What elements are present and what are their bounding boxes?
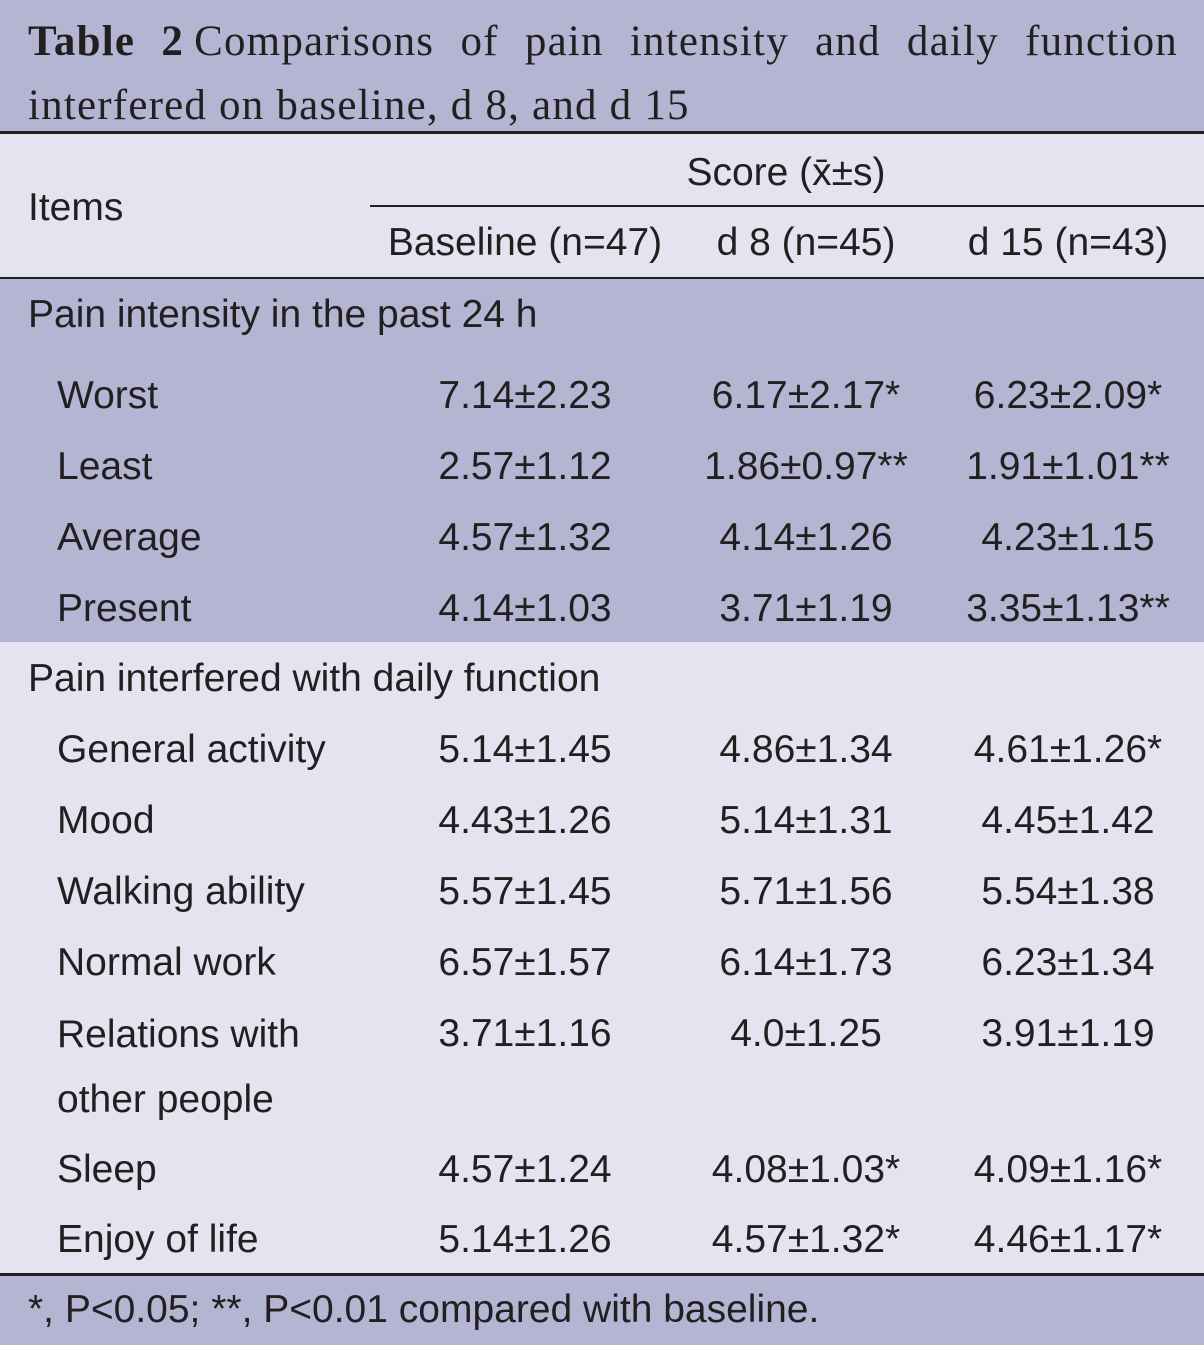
row-label: Normal work [57,941,276,984]
rule [370,205,1204,207]
cell: 4.09±1.16* [973,1148,1163,1191]
rule [0,1273,1204,1276]
row-label: Walking ability [57,870,305,913]
cell: 4.08±1.03* [711,1148,901,1191]
rule [0,131,1204,134]
cell: 7.14±2.23 [438,374,612,417]
cell: 4.45±1.42 [981,799,1155,842]
row-label: General activity [57,728,326,771]
cell: 4.43±1.26 [438,799,612,842]
row-label: Mood [57,799,155,842]
row-label: Sleep [57,1148,157,1191]
cell: 4.61±1.26* [973,728,1163,771]
cell: 4.86±1.34 [719,728,893,771]
cell: 4.0±1.25 [730,1012,882,1055]
section-header: Pain interfered with daily function [28,657,601,700]
cell: 4.57±1.32 [438,516,612,559]
cell: 3.91±1.19 [981,1012,1155,1055]
column-header: Baseline (n=47) [387,221,663,264]
footer-band [0,1275,1204,1345]
cell: 4.57±1.32* [711,1218,901,1261]
group-header: Score (x̄±s) [686,151,886,194]
cell: 6.14±1.73 [719,941,893,984]
cell: 5.54±1.38 [981,870,1155,913]
cell: 4.23±1.15 [981,516,1155,559]
cell: 3.35±1.13** [966,587,1170,630]
row-label: Average [57,516,202,559]
cell: 6.23±1.34 [981,941,1155,984]
cell: 4.57±1.24 [438,1148,612,1191]
cell: 3.71±1.19 [719,587,893,630]
cell: 5.57±1.45 [438,870,612,913]
cell: 2.57±1.12 [438,445,612,488]
column-header: d 15 (n=43) [967,221,1169,264]
cell: 4.46±1.17* [973,1218,1163,1261]
title-band [0,0,1204,133]
row-label: Least [57,445,153,488]
title-text: Comparisons of pain intensity and daily … [28,18,1178,129]
cell: 5.14±1.26 [438,1218,612,1261]
cell: 5.14±1.45 [438,728,612,771]
row-label: Relations with other people [57,1013,300,1121]
column-header: d 8 (n=45) [716,221,896,264]
row-label: Enjoy of life [57,1218,259,1261]
rule [0,277,1204,279]
cell: 4.14±1.03 [438,587,612,630]
cell: 3.71±1.16 [438,1012,612,1055]
row-label: Worst [57,374,159,417]
cell: 4.14±1.26 [719,516,893,559]
section-header: Pain intensity in the past 24 h [28,293,538,336]
cell: 5.14±1.31 [719,799,893,842]
table-title: Table 2 Comparisons of pain intensity and… [28,10,1178,138]
cell: 6.57±1.57 [438,941,612,984]
cell: 1.86±0.97** [704,445,908,488]
section-band [0,279,1204,642]
row-label: Present [57,587,192,630]
table-number: Table 2 [28,18,185,65]
cell: 5.71±1.56 [719,870,893,913]
items-header: Items [28,186,124,229]
cell: 6.23±2.09* [973,374,1163,417]
footnote: *, P<0.05; **, P<0.01 compared with base… [28,1288,820,1331]
cell: 6.17±2.17* [711,374,901,417]
cell: 1.91±1.01** [966,445,1170,488]
